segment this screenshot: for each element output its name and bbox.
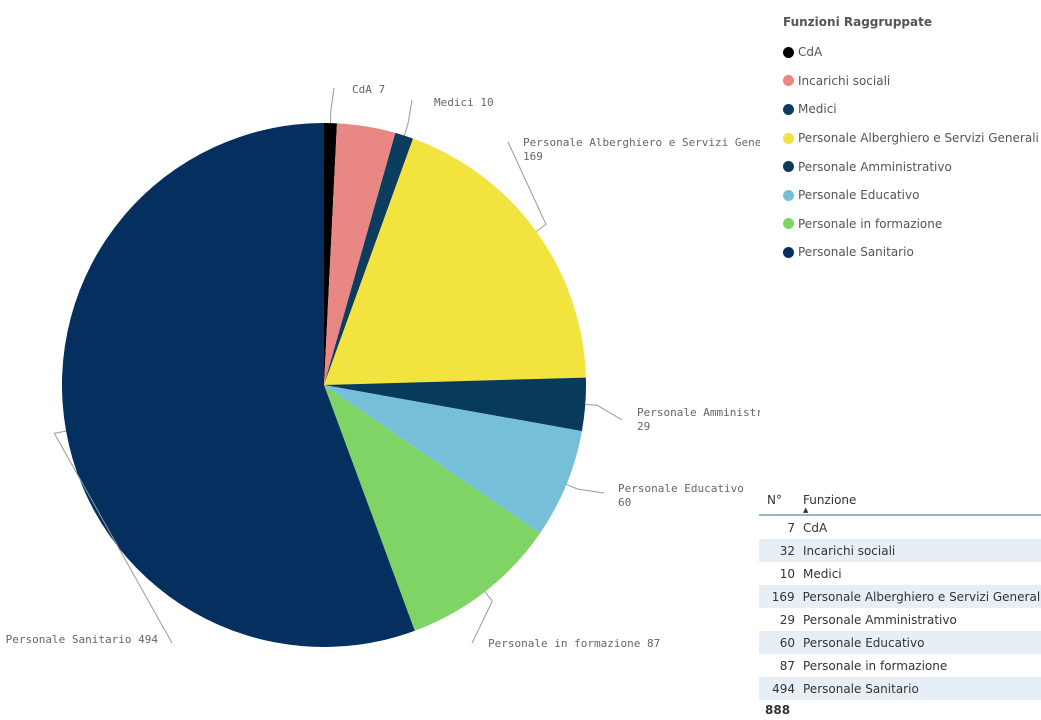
table-row: 10 Medici [759, 562, 1041, 585]
table-row: 169 Personale Alberghiero e Servizi Gene… [759, 585, 1041, 608]
legend-dot-personale-amministrativo [783, 161, 794, 173]
column-header-funzione[interactable]: Funzione [803, 493, 857, 507]
pie-slice-incarichi-sociali[interactable] [324, 123, 396, 385]
legend-label: CdA [798, 45, 823, 60]
table-row: 7 CdA [759, 516, 1041, 539]
table-total: 888 [765, 703, 791, 717]
legend-title: Funzioni Raggruppate [783, 15, 932, 29]
cell-funzione: Personale Amministrativo [803, 612, 957, 627]
legend-dot-medici [783, 103, 794, 115]
legend-label: Incarichi sociali [798, 73, 891, 88]
cell-n: 169 [771, 589, 795, 604]
table-row: 494 Personale Sanitario [759, 677, 1041, 700]
leader-line-cda [330, 87, 335, 124]
cell-n: 494 [772, 681, 795, 696]
legend: Funzioni Raggruppate CdA Incarichi socia… [783, 13, 1039, 267]
slice-label-cda: CdA 7 [352, 83, 385, 96]
slice-label-medici: Medici 10 [434, 96, 494, 109]
leader-line-medici [403, 99, 413, 136]
legend-dot-personale-alberghiero [783, 132, 794, 144]
pie-slice-personale-alberghiero[interactable] [324, 138, 586, 385]
slice-label-personale-in-formazione: Personale in formazione 87 [488, 637, 660, 650]
data-table: N° Funzione ▲ 7 CdA 32 Incarichi sociali… [759, 486, 1041, 720]
pie-slice-personale-sanitario[interactable] [61, 122, 415, 648]
table-row: 32 Incarichi sociali [759, 539, 1041, 562]
cell-n: 29 [779, 612, 795, 627]
legend-label: Personale Educativo [798, 188, 920, 203]
cell-n: 60 [779, 635, 795, 650]
cell-funzione: Personale Educativo [803, 635, 925, 650]
leader-line-personale-educativo [566, 483, 605, 494]
legend-item-personale-educativo[interactable]: Personale Educativo [783, 181, 1039, 210]
leader-line-personale-amministrativo [585, 403, 623, 421]
legend-dot-personale-in-formazione [783, 218, 794, 230]
legend-label: Personale Alberghiero e Servizi Generali [798, 131, 1039, 146]
legend-item-personale-alberghiero[interactable]: Personale Alberghiero e Servizi Generali [783, 124, 1039, 153]
legend-item-medici[interactable]: Medici [783, 95, 1039, 124]
pie-slice-medici[interactable] [324, 132, 414, 385]
pie-slice-personale-educativo[interactable] [324, 385, 582, 534]
pie-slice-cda[interactable] [324, 123, 337, 385]
legend-label: Personale Amministrativo [798, 159, 952, 174]
cell-funzione: Personale in formazione [803, 658, 948, 673]
legend-label: Personale Sanitario [798, 245, 914, 260]
cell-funzione: CdA [803, 520, 828, 535]
pie-slice-personale-amministrativo[interactable] [324, 377, 587, 432]
cell-funzione: Personale Alberghiero e Servizi Generali [802, 589, 1041, 604]
cell-funzione: Incarichi sociali [803, 543, 896, 558]
column-header-n[interactable]: N° [767, 493, 782, 507]
cell-funzione: Medici [803, 566, 842, 581]
table-row: 60 Personale Educativo [759, 631, 1041, 654]
pie-chart: CdA 7 Medici 10 Personale Alberghiero e Se… [6, 83, 760, 650]
legend-item-cda[interactable]: CdA [783, 38, 1039, 67]
leader-line-personale-sanitario [53, 430, 173, 644]
slice-label-personale-amministrativo: Personale Amministra...29 [637, 406, 760, 433]
cell-funzione: Personale Sanitario [803, 681, 919, 696]
sort-ascending-icon[interactable]: ▲ [803, 506, 809, 514]
pie-slice-personale-in-formazione[interactable] [324, 385, 541, 631]
leader-line-personale-alberghiero [507, 141, 547, 232]
legend-label: Personale in formazione [798, 216, 943, 231]
cell-n: 7 [787, 520, 795, 535]
slice-label-personale-alberghiero: Personale Alberghiero e Servizi Generali… [523, 136, 760, 163]
legend-dot-cda [783, 46, 794, 58]
table-header: N° Funzione ▲ [759, 486, 1041, 516]
legend-item-personale-in-formazione[interactable]: Personale in formazione [783, 210, 1039, 239]
table-row: 29 Personale Amministrativo [759, 608, 1041, 631]
slice-label-personale-educativo: Personale Educativo 60 [618, 482, 744, 509]
legend-label: Medici [798, 102, 837, 117]
leader-line-personale-in-formazione [471, 591, 493, 644]
cell-n: 10 [779, 566, 795, 581]
legend-item-incarichi-sociali[interactable]: Incarichi sociali [783, 67, 1039, 96]
legend-item-personale-amministrativo[interactable]: Personale Amministrativo [783, 152, 1039, 181]
legend-dot-personale-sanitario [783, 246, 794, 258]
slice-label-personale-sanitario: Personale Sanitario 494 [6, 633, 159, 646]
legend-item-personale-sanitario[interactable]: Personale Sanitario [783, 238, 1039, 267]
table-row: 87 Personale in formazione [759, 654, 1041, 677]
legend-dot-personale-educativo [783, 189, 794, 201]
legend-dot-incarichi-sociali [783, 75, 794, 87]
cell-n: 87 [779, 658, 795, 673]
cell-n: 32 [779, 543, 795, 558]
